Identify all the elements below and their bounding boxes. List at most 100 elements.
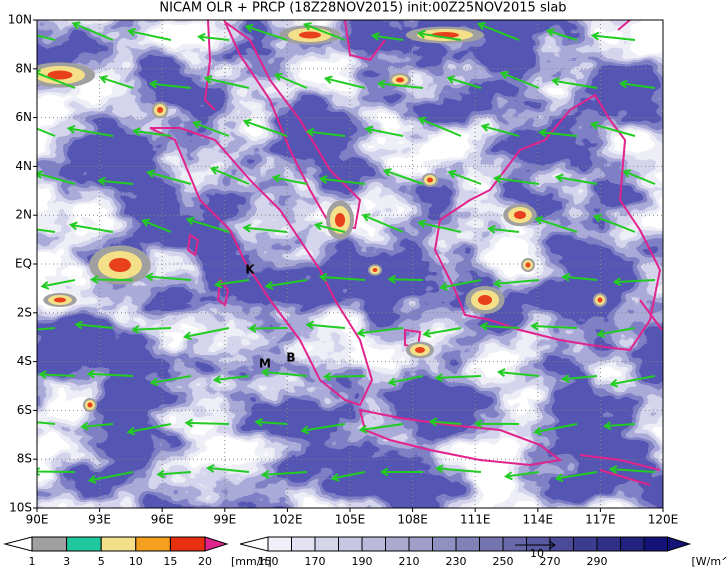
wind-arrow bbox=[422, 327, 462, 338]
colorbar-segment bbox=[596, 536, 621, 552]
wind-arrow bbox=[37, 34, 56, 41]
wind-arrow bbox=[387, 375, 424, 387]
wind-arrow bbox=[271, 174, 308, 185]
wind-arrow bbox=[533, 423, 578, 436]
wind-arrow bbox=[593, 214, 636, 233]
precipitation-cells bbox=[37, 25, 607, 412]
precip-heavy bbox=[109, 258, 131, 272]
wind-arrow bbox=[273, 72, 308, 89]
lon-label: 114E bbox=[523, 513, 554, 527]
colorbar-segment bbox=[338, 536, 363, 552]
precip-heavy bbox=[157, 107, 163, 113]
precip-heavy bbox=[427, 177, 433, 183]
wind-arrow bbox=[434, 373, 482, 383]
wind-arrow bbox=[417, 116, 462, 137]
wind-arrow bbox=[37, 421, 56, 425]
lat-label: 6S bbox=[17, 403, 32, 417]
lat-label: 8S bbox=[17, 452, 32, 466]
wind-arrow bbox=[206, 463, 250, 473]
colorbar-end bbox=[667, 536, 692, 552]
colorbar-segment bbox=[66, 536, 102, 552]
wind-arrow bbox=[323, 75, 366, 89]
wind-arrow bbox=[480, 123, 520, 137]
wind-arrow bbox=[148, 79, 192, 89]
precip-heavy bbox=[335, 213, 345, 227]
lon-label: 105E bbox=[335, 513, 366, 527]
wind-arrow bbox=[358, 423, 404, 434]
wind-arrow bbox=[132, 127, 172, 137]
lon-label: 102E bbox=[272, 513, 303, 527]
colorbar-segment bbox=[455, 536, 480, 552]
wind-arrow bbox=[487, 224, 520, 234]
colorbar-segment bbox=[573, 536, 598, 552]
lon-label: 111E bbox=[460, 513, 491, 527]
colorbar-segment bbox=[620, 536, 645, 552]
wind-arrow bbox=[612, 277, 656, 287]
wind-arrow bbox=[492, 278, 540, 288]
wind-arrow bbox=[361, 213, 404, 233]
wind-arrow bbox=[68, 221, 114, 233]
lat-label: 10S bbox=[9, 501, 32, 515]
colorbar-label: 5 bbox=[98, 555, 105, 568]
title: NICAM OLR + PRCP (18Z28NOV2015) init:00Z… bbox=[159, 1, 566, 16]
colorbar-unit: [W/m^2] bbox=[692, 555, 726, 568]
lat-label: 8N bbox=[15, 61, 32, 75]
wind-arrow bbox=[126, 423, 172, 436]
wind-arrow bbox=[602, 421, 636, 431]
wind-arrow bbox=[302, 22, 346, 41]
wind-arrow bbox=[387, 274, 424, 284]
wind-arrow bbox=[382, 168, 424, 185]
wind-arrow bbox=[447, 169, 482, 185]
lon-label: 99E bbox=[213, 513, 236, 527]
wind-arrow bbox=[156, 469, 192, 479]
lat-label: 2S bbox=[17, 305, 32, 319]
colorbar-segment bbox=[31, 536, 68, 552]
wind-arrow bbox=[379, 467, 424, 477]
precip-heavy bbox=[299, 31, 321, 39]
wind-arrow bbox=[37, 69, 76, 89]
wind-arrow bbox=[37, 327, 56, 331]
wind-arrow bbox=[589, 121, 636, 137]
colorbar-label: 20 bbox=[198, 555, 212, 568]
wind-arrow bbox=[496, 368, 540, 378]
wind-arrow bbox=[242, 223, 288, 233]
wind-arrow bbox=[300, 423, 346, 435]
colorbar-segment bbox=[361, 536, 386, 552]
wind-arrow bbox=[184, 418, 230, 428]
wind-arrow bbox=[370, 31, 404, 41]
colorbar-unit: [mm/h] bbox=[231, 555, 272, 568]
wind-arrow bbox=[545, 28, 578, 41]
wind-arrow bbox=[322, 372, 366, 382]
lon-label: 96E bbox=[151, 513, 174, 527]
wind-arrow bbox=[618, 79, 656, 89]
wind-arrow bbox=[439, 279, 482, 292]
wind-arrow bbox=[260, 367, 308, 377]
wind-arrow bbox=[192, 120, 230, 137]
wind-arrow bbox=[428, 417, 462, 427]
wind-arrow bbox=[264, 279, 308, 290]
wind-arrow bbox=[538, 128, 578, 138]
wind-arrow bbox=[74, 320, 114, 330]
coastlines bbox=[149, 20, 663, 486]
lat-label: 6N bbox=[15, 110, 32, 124]
colorbar-label: 290 bbox=[587, 555, 608, 568]
lon-label: 108E bbox=[397, 513, 428, 527]
wind-arrow bbox=[146, 169, 192, 185]
wind-arrow bbox=[37, 127, 56, 137]
colorbar-segment bbox=[432, 536, 457, 552]
precip-heavy bbox=[415, 347, 425, 353]
lon-label: 120E bbox=[648, 513, 679, 527]
wind-arrow bbox=[149, 375, 192, 387]
wind-arrow bbox=[479, 321, 520, 331]
precip-heavy bbox=[47, 70, 73, 80]
colorbar-segment bbox=[100, 536, 137, 552]
colorbar-end bbox=[239, 536, 269, 552]
wind-arrow bbox=[40, 279, 76, 290]
colorbar-label: 230 bbox=[446, 555, 467, 568]
precip-heavy bbox=[478, 295, 492, 305]
wind-arrow bbox=[185, 216, 230, 233]
precip-heavy bbox=[525, 262, 531, 268]
wind-arrow bbox=[416, 29, 462, 41]
